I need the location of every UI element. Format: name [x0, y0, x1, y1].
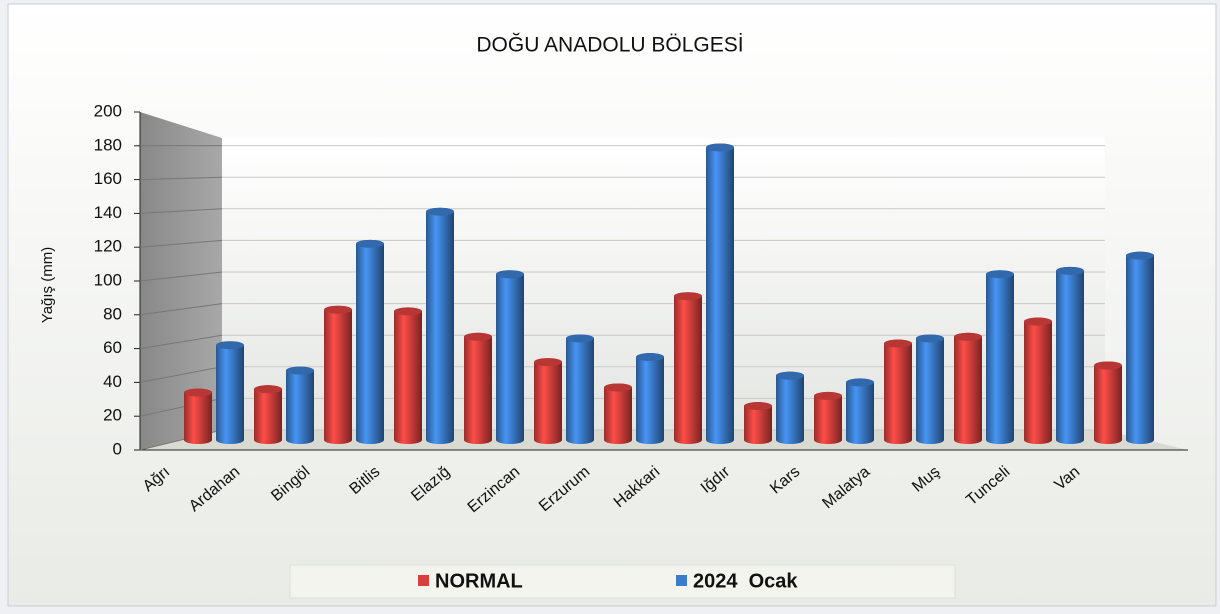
legend-label: NORMAL [435, 570, 523, 592]
bar-top [706, 143, 734, 151]
bar [464, 333, 492, 444]
bar [884, 340, 912, 444]
bar [286, 367, 314, 444]
bar [184, 389, 212, 444]
bar-top [674, 292, 702, 300]
bar-top [846, 378, 874, 386]
bar [846, 378, 874, 444]
y-tick-label: 60 [103, 338, 122, 357]
bar-top [356, 240, 384, 248]
y-tick-label: 20 [103, 406, 122, 425]
bar [1094, 362, 1122, 445]
y-tick-label: 0 [113, 439, 122, 458]
bar-top [496, 270, 524, 278]
bar-top [1056, 267, 1084, 275]
bar-top [636, 353, 664, 361]
bar-top [324, 306, 352, 314]
bar-top [604, 383, 632, 391]
legend-swatch [418, 575, 429, 586]
bar [216, 341, 244, 444]
bar-top [1126, 252, 1154, 260]
chart-title: DOĞU ANADOLU BÖLGESİ [476, 34, 743, 57]
bar [254, 385, 282, 444]
bar [566, 334, 594, 444]
bar-top [776, 372, 804, 380]
y-tick-label: 140 [94, 203, 122, 222]
bar [1126, 252, 1154, 444]
y-tick-label: 40 [103, 372, 122, 391]
bar [496, 270, 524, 444]
bar-top [954, 333, 982, 341]
bar-top [986, 270, 1014, 278]
bar [1056, 267, 1084, 444]
bar-top [184, 389, 212, 397]
bar [916, 334, 944, 444]
bar-top [566, 334, 594, 342]
bar [954, 333, 982, 444]
y-tick-label: 180 [94, 135, 122, 154]
bar-top [464, 333, 492, 341]
bar-top [426, 208, 454, 216]
bar [706, 143, 734, 444]
y-tick-label: 120 [94, 237, 122, 256]
bar [776, 372, 804, 444]
bar-top [286, 367, 314, 375]
bar-top [254, 385, 282, 393]
y-tick-label: 80 [103, 304, 122, 323]
legend-swatch [676, 575, 687, 586]
bar [636, 353, 664, 444]
y-tick-label: 100 [94, 270, 122, 289]
bar [986, 270, 1014, 444]
bar-top [216, 341, 244, 349]
bar-top [394, 307, 422, 315]
bar-top [534, 358, 562, 366]
y-axis-label: Yağış (mm) [39, 247, 56, 323]
bar [356, 240, 384, 444]
y-tick-label: 200 [94, 101, 122, 120]
bar [394, 307, 422, 444]
bar [604, 383, 632, 444]
bar-top [916, 334, 944, 342]
legend [290, 565, 955, 598]
bar-top [1024, 318, 1052, 326]
bar [1024, 318, 1052, 444]
bar [674, 292, 702, 444]
bar-top [744, 402, 772, 410]
y-tick-label: 160 [94, 169, 122, 188]
bar-top [814, 392, 842, 400]
bar-top [1094, 362, 1122, 370]
bar [324, 306, 352, 444]
bar [534, 358, 562, 444]
legend-label: 2024 Ocak [693, 570, 798, 592]
bar-top [884, 340, 912, 348]
bar [426, 208, 454, 444]
